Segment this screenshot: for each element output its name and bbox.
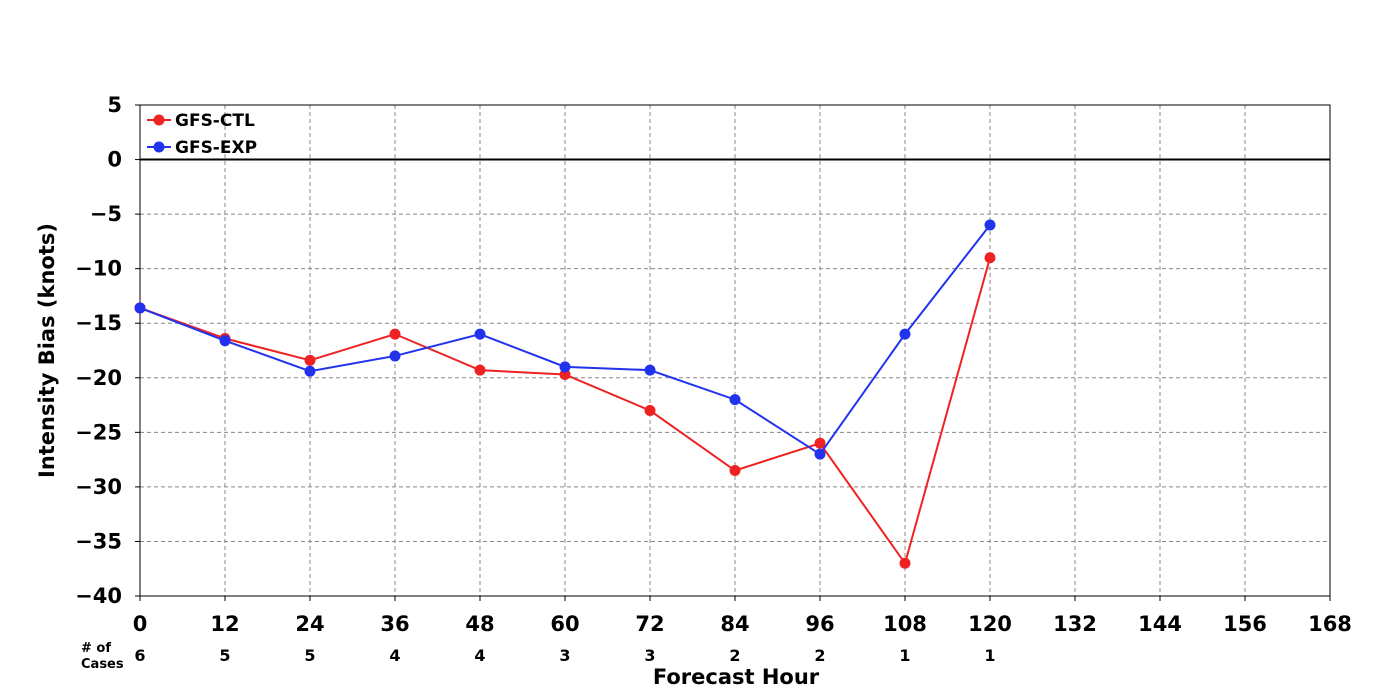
data-point [899, 328, 911, 340]
case-count: 3 [644, 646, 655, 665]
case-count: 6 [134, 646, 145, 665]
x-tick-label: 0 [133, 612, 148, 636]
series-gfs-exp [134, 219, 996, 460]
x-tick-label: 96 [805, 612, 834, 636]
y-tick-label: −30 [75, 475, 122, 499]
data-point [984, 219, 996, 231]
y-tick-labels: 5 0 −5 −10 −15 −20 −25 −30 −35 −40 [75, 93, 140, 608]
data-point [814, 437, 826, 449]
data-point [389, 328, 401, 340]
data-point [474, 328, 486, 340]
data-point [389, 350, 401, 362]
case-count: 1 [899, 646, 910, 665]
y-tick-label: 5 [107, 93, 122, 117]
case-count: 2 [814, 646, 825, 665]
x-tick-label: 48 [465, 612, 494, 636]
x-tick-label: 132 [1053, 612, 1097, 636]
case-count: 2 [729, 646, 740, 665]
y-tick-label: −15 [75, 311, 122, 335]
y-axis-title: Intensity Bias (knots) [35, 223, 59, 478]
x-tick-label: 120 [968, 612, 1012, 636]
data-point [559, 369, 571, 381]
y-tick-label: −20 [75, 366, 122, 390]
y-tick-label: −35 [75, 529, 122, 553]
legend-swatch-marker [153, 114, 165, 126]
x-tick-label: 108 [883, 612, 927, 636]
data-point [134, 302, 146, 314]
x-tick-label: 36 [380, 612, 409, 636]
x-tick-label: 60 [550, 612, 579, 636]
y-tick-label: −10 [75, 257, 122, 281]
legend-item: GFS-EXP [147, 138, 257, 158]
cases-header-line2: Cases [81, 657, 124, 672]
y-tick-label: −40 [75, 584, 122, 608]
data-point [644, 405, 656, 417]
x-tick-label: 24 [295, 612, 324, 636]
x-tick-label: 144 [1138, 612, 1182, 636]
x-tick-label: 12 [210, 612, 239, 636]
data-point [729, 465, 741, 477]
series-layer [134, 219, 996, 569]
case-count: 1 [984, 646, 995, 665]
y-tick-label: −5 [90, 202, 122, 226]
grid-lines [140, 105, 1330, 596]
data-point [304, 365, 316, 377]
data-point [729, 394, 741, 406]
x-axis-title: Forecast Hour [653, 665, 820, 689]
y-tick-label: −25 [75, 420, 122, 444]
legend-item: GFS-CTL [147, 111, 255, 131]
legend: GFS-CTL GFS-EXP [147, 111, 257, 158]
y-tick-label: 0 [107, 148, 122, 172]
data-point [899, 557, 911, 569]
legend-label: GFS-EXP [175, 138, 257, 158]
case-count: 3 [559, 646, 570, 665]
legend-swatch-marker [153, 141, 165, 153]
data-point [219, 335, 231, 347]
x-tick-label: 168 [1308, 612, 1352, 636]
case-count: 5 [219, 646, 230, 665]
case-count: 4 [474, 646, 485, 665]
cases-row: # of Cases 6 5 5 4 4 3 3 2 2 1 1 [81, 641, 996, 672]
data-point [559, 361, 571, 373]
data-point [814, 448, 826, 460]
cases-header-line1: # of [81, 641, 111, 656]
x-tick-label: 156 [1223, 612, 1267, 636]
x-tick-label: 84 [720, 612, 749, 636]
case-count: 5 [304, 646, 315, 665]
case-count: 4 [389, 646, 400, 665]
data-point [984, 252, 996, 264]
data-point [644, 364, 656, 376]
legend-label: GFS-CTL [175, 111, 255, 131]
x-tick-labels: 0 12 24 36 48 60 72 84 96 108 120 132 144 156 168 [133, 596, 1352, 636]
x-tick-label: 72 [635, 612, 664, 636]
data-point [474, 364, 486, 376]
data-point [304, 354, 316, 366]
